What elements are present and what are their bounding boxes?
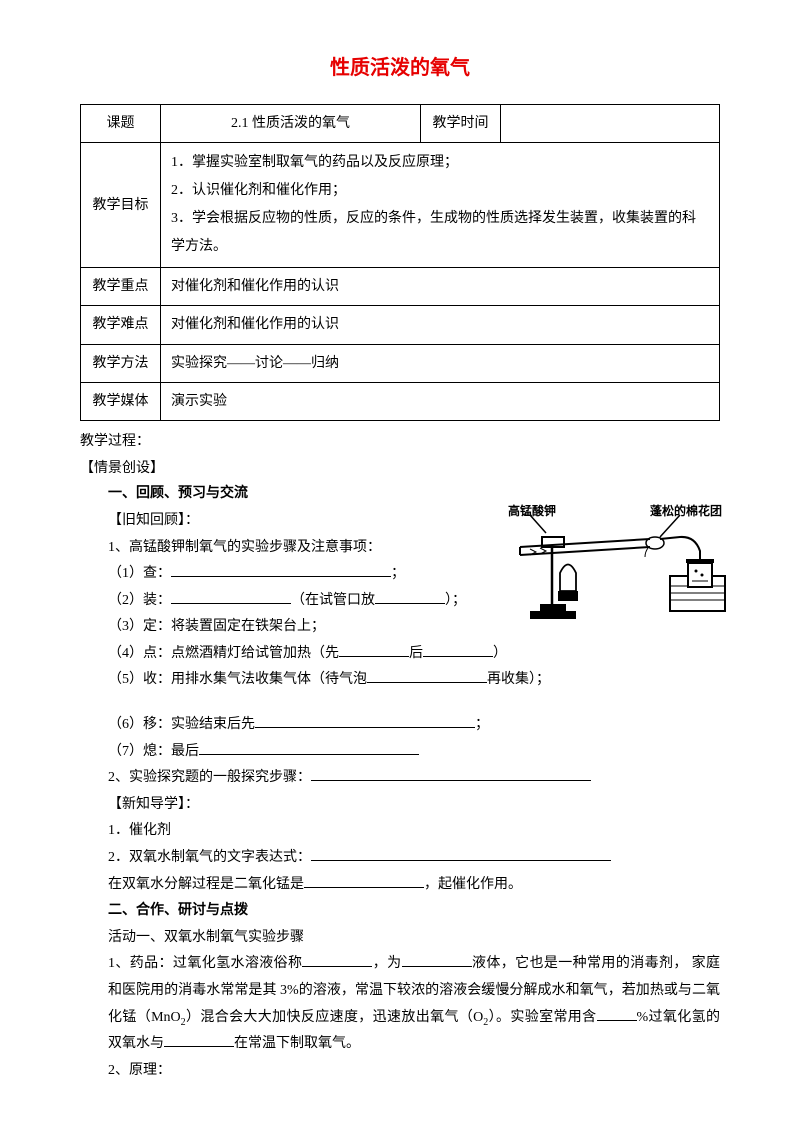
blank xyxy=(367,669,487,683)
n3: 在双氧水分解过程是二氧化锰是，起催化作用。 xyxy=(80,872,720,899)
experiment-diagram: 高锰酸钾 蓬松的棉花团 xyxy=(500,501,730,631)
difficulty-label: 教学难点 xyxy=(81,306,161,344)
document-title: 性质活泼的氧气 xyxy=(80,50,720,86)
q1-6: （6）移：实验结束后先； xyxy=(80,712,720,739)
blank xyxy=(199,741,419,755)
goal-3: 3．学会根据反应物的性质，反应的条件，生成物的性质选择发生装置，收集装置的科学方… xyxy=(171,205,709,261)
blank xyxy=(311,767,591,781)
n1: 1．催化剂 xyxy=(80,818,720,845)
goal-2: 2．认识催化剂和催化作用； xyxy=(171,177,709,205)
info-table: 课题 2.1 性质活泼的氧气 教学时间 教学目标 1．掌握实验室制取氧气的药品以… xyxy=(80,104,720,421)
section-2-title: 二、合作、研讨与点拨 xyxy=(80,898,720,925)
difficulty-value: 对催化剂和催化作用的认识 xyxy=(161,306,720,344)
time-value xyxy=(501,105,720,143)
q1-4: （4）点：点燃酒精灯给试管加热（先后） xyxy=(80,641,720,668)
blank xyxy=(304,874,424,888)
blank xyxy=(339,643,409,657)
n2: 2．双氧水制氧气的文字表达式： xyxy=(80,845,720,872)
scene-label: 【情景创设】 xyxy=(80,456,720,481)
blank xyxy=(171,590,291,604)
method-value: 实验探究——讨论——归纳 xyxy=(161,344,720,382)
p1: 1、药品：过氧化氢水溶液俗称，为液体，它也是一种常用的消毒剂， 家庭和医院用的消… xyxy=(80,951,720,1058)
diagram-label-left: 高锰酸钾 xyxy=(508,501,556,523)
blank xyxy=(402,953,472,967)
blank xyxy=(423,643,493,657)
blank xyxy=(311,847,611,861)
blank xyxy=(302,953,372,967)
blank xyxy=(255,714,475,728)
q2: 2、实验探究题的一般探究步骤： xyxy=(80,765,720,792)
focus-value: 对催化剂和催化作用的认识 xyxy=(161,268,720,306)
time-label: 教学时间 xyxy=(421,105,501,143)
q1-5: （5）收：用排水集气法收集气体（待气泡再收集）； xyxy=(80,667,720,694)
blank xyxy=(597,1007,637,1021)
goals-value: 1．掌握实验室制取氧气的药品以及反应原理； 2．认识催化剂和催化作用； 3．学会… xyxy=(161,143,720,268)
focus-label: 教学重点 xyxy=(81,268,161,306)
topic-label: 课题 xyxy=(81,105,161,143)
blank xyxy=(375,590,445,604)
topic-value: 2.1 性质活泼的氧气 xyxy=(161,105,421,143)
blank xyxy=(171,563,391,577)
p2: 2、原理： xyxy=(80,1058,720,1085)
media-label: 教学媒体 xyxy=(81,382,161,420)
method-label: 教学方法 xyxy=(81,344,161,382)
new-guide-label: 【新知导学】： xyxy=(80,792,720,819)
diagram-label-right: 蓬松的棉花团 xyxy=(650,501,722,523)
media-value: 演示实验 xyxy=(161,382,720,420)
process-label: 教学过程： xyxy=(80,429,720,454)
activity-1: 活动一、双氧水制氧气实验步骤 xyxy=(80,925,720,952)
q1-7: （7）熄：最后 xyxy=(80,739,720,766)
goal-1: 1．掌握实验室制取氧气的药品以及反应原理； xyxy=(171,149,709,177)
goals-label: 教学目标 xyxy=(81,143,161,268)
blank xyxy=(164,1033,234,1047)
